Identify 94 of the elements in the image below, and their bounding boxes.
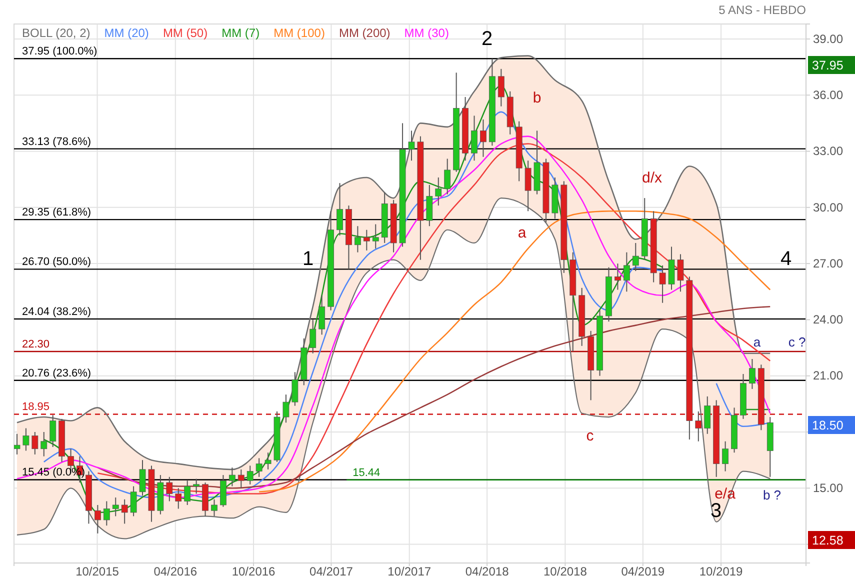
candlestick: [112, 496, 119, 517]
candlestick: [193, 478, 200, 494]
candlestick: [282, 394, 290, 424]
candlestick: [498, 68, 504, 107]
candlestick: [623, 252, 630, 292]
candlestick: [471, 115, 478, 162]
text: BOLL (20, 2): [22, 26, 90, 40]
x-tick-label: 10/2019: [699, 564, 744, 579]
x-tick-label: 04/2016: [154, 564, 198, 579]
candlestick: [677, 254, 684, 292]
annotation: a: [753, 334, 762, 350]
x-tick-label: 10/2017: [388, 564, 432, 579]
candlestick: [435, 176, 442, 206]
y-tick-label: 24.00: [813, 312, 844, 327]
candlestick: [372, 224, 379, 250]
candlestick: [659, 264, 666, 304]
line-series: [97, 306, 771, 489]
candlestick: [14, 433, 20, 455]
annotation: 2: [481, 28, 493, 50]
candlestick: [749, 358, 756, 390]
candlestick: [32, 431, 38, 455]
text: MM (20): [104, 26, 149, 40]
candlestick: [256, 458, 262, 478]
ref-line-label: 37.95 (100.0%): [22, 46, 98, 58]
y-tick-label: 39.00: [813, 32, 844, 46]
annotation: b ?: [762, 488, 782, 503]
candlestick: [228, 467, 236, 487]
candlestick: [139, 460, 146, 496]
candlestick: [722, 440, 729, 472]
y-tick-label: 33.00: [813, 144, 844, 158]
candlestick: [264, 452, 272, 470]
candlestick: [292, 372, 298, 406]
annotation: a: [518, 224, 527, 242]
text: MM (30): [404, 26, 449, 40]
candlestick: [408, 130, 415, 162]
x-tick-label: 10/2015: [76, 564, 120, 579]
candlestick: [695, 410, 702, 442]
candlestick: [614, 263, 621, 290]
y-tick-label: 36.00: [813, 88, 844, 102]
candlestick: [444, 158, 451, 195]
candlestick: [318, 294, 326, 336]
ref-line-label: 29.35 (61.8%): [22, 206, 92, 219]
annotation: c ?: [788, 334, 806, 350]
candlestick: [40, 431, 48, 457]
annotation: 4: [780, 248, 792, 270]
text: MM (200): [338, 26, 390, 40]
text: MM (100): [274, 26, 325, 40]
candlestick: [22, 428, 30, 452]
price-tag: 12.58: [808, 531, 855, 549]
annotation: b: [532, 89, 542, 106]
y-tick-label: 15.00: [813, 480, 844, 495]
x-tick-label: 10/2018: [544, 564, 588, 579]
candlestick: [246, 465, 254, 485]
line-series: [16, 198, 771, 540]
candlestick: [130, 486, 137, 517]
candlestick: [50, 414, 56, 448]
ref-line-label: 24.04 (38.2%): [22, 306, 92, 318]
candlestick: [524, 160, 532, 212]
candlestick: [94, 504, 101, 534]
ref-line-label: 22.30: [22, 338, 50, 351]
x-tick-label: 10/2016: [232, 564, 276, 579]
candlestick: [354, 226, 361, 253]
x-tick-label: 04/2018: [465, 564, 510, 579]
text: MM (7): [222, 26, 260, 40]
annotation: d/x: [642, 169, 662, 186]
candlestick: [704, 396, 711, 434]
candlestick: [211, 498, 218, 517]
ref-line-label: 18.95: [22, 401, 50, 414]
y-tick-label: 21.00: [813, 368, 844, 383]
price-tag: 18.50: [808, 416, 855, 434]
candlestick: [166, 476, 173, 502]
candlestick: [184, 480, 191, 506]
ref-line-label: 20.76 (23.6%): [22, 367, 92, 380]
candlestick: [121, 498, 128, 524]
candlestick: [632, 242, 639, 272]
ref-line-label: 33.13 (78.6%): [22, 136, 92, 148]
text: MM (50): [162, 26, 208, 40]
candlestick: [103, 500, 110, 526]
y-tick-label: 30.00: [813, 200, 844, 214]
candlestick: [336, 182, 343, 236]
y-tick-label: 27.00: [813, 256, 844, 270]
annotation: 1: [302, 248, 314, 270]
candlestick: [480, 118, 486, 158]
candlestick: [238, 468, 244, 489]
chart-subtitle: 5 ANS - HEBDO: [718, 3, 806, 17]
candlestick: [175, 488, 182, 510]
ref-line-label: 26.70 (50.0%): [22, 256, 92, 268]
candlestick: [363, 229, 370, 251]
annotation: c: [586, 427, 594, 444]
price-tag: 37.95: [808, 56, 855, 74]
candlestick: [310, 319, 316, 354]
ref-line-label: 15.44: [352, 466, 380, 479]
x-tick-label: 04/2017: [310, 564, 354, 579]
x-tick-label: 04/2019: [621, 564, 665, 579]
